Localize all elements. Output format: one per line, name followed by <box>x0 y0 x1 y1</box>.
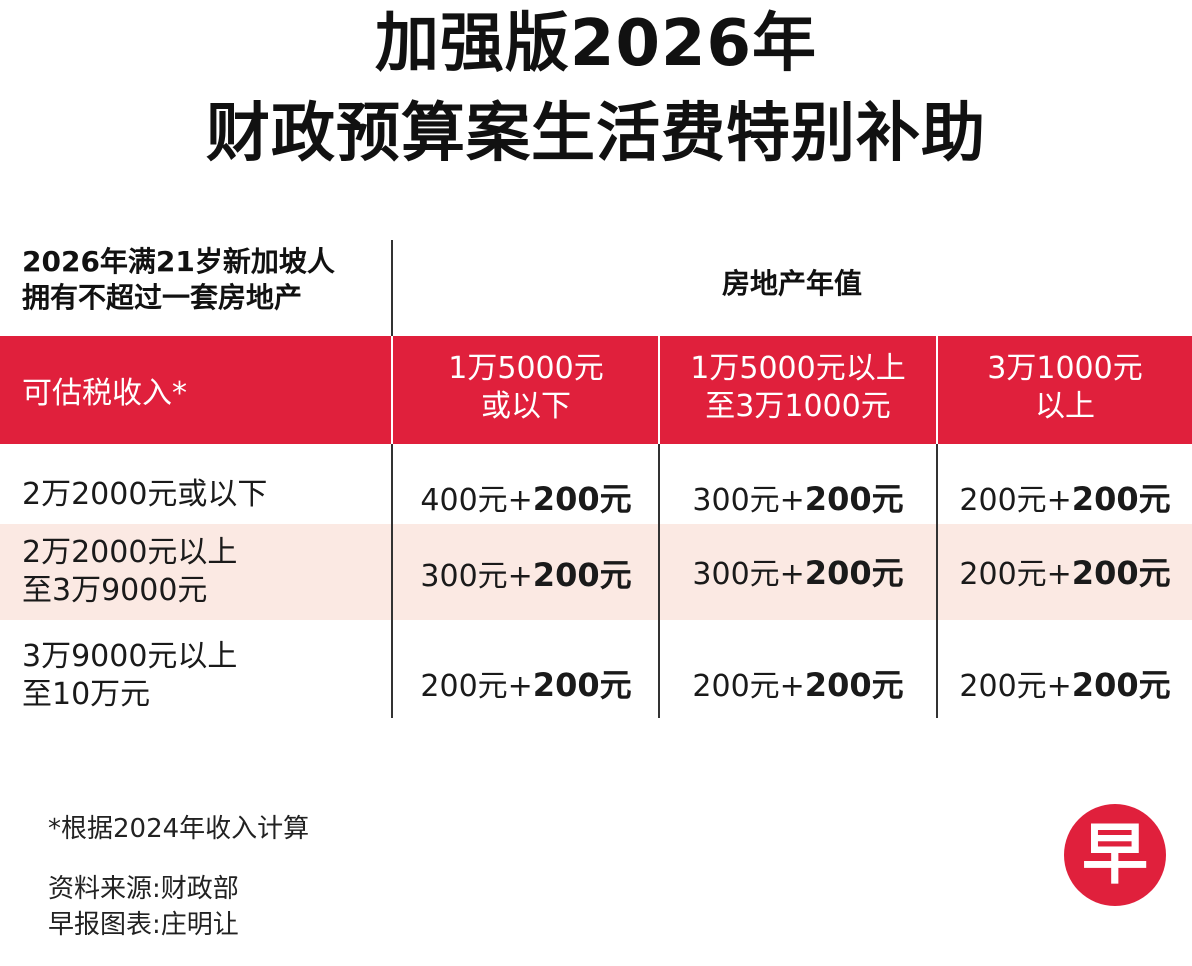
row-2-label-line-1: 2万2000元以上 <box>22 535 238 570</box>
row-1-cell-1: 400元+200元 <box>394 474 658 520</box>
divider-band-1 <box>391 336 393 444</box>
page-title: 加强版2026年 <box>374 7 818 81</box>
column-header-3: 3万1000元 以上 <box>938 350 1192 426</box>
subsidy-table: 2026年满21岁新加坡人 拥有不超过一套房地产 房地产年值 可估税收入* 1万… <box>0 232 1192 718</box>
row-1-cell-2-bonus: 200元 <box>804 480 904 518</box>
row-1-cell-3-bonus: 200元 <box>1071 480 1171 518</box>
row-2-cell-2: 300元+200元 <box>660 548 936 594</box>
row-3-cell-2: 200元+200元 <box>660 660 936 706</box>
row-3-label-line-2: 至10万元 <box>22 677 151 712</box>
eligibility-header: 2026年满21岁新加坡人 拥有不超过一套房地产 <box>22 244 382 316</box>
column-header-1-line-1: 1万5000元 <box>448 351 604 386</box>
row-3-label-line-1: 3万9000元以上 <box>22 639 238 674</box>
source-note: 资料来源:财政部 <box>48 874 239 904</box>
column-header-2-line-2: 至3万1000元 <box>705 389 891 424</box>
credit-note: 早报图表:庄明让 <box>48 910 239 940</box>
divider-body-2 <box>658 444 660 718</box>
row-2-label: 2万2000元以上 至3万9000元 <box>22 534 237 610</box>
column-header-1: 1万5000元 或以下 <box>394 350 658 426</box>
row-2-cell-2-base: 300元+ <box>692 557 805 592</box>
row-2-cell-3-base: 200元+ <box>959 557 1072 592</box>
column-header-3-line-2: 以上 <box>1035 389 1095 424</box>
row-2-label-line-2: 至3万9000元 <box>22 573 208 608</box>
row-1-cell-1-bonus: 200元 <box>532 480 632 518</box>
row-1-label-line-1: 2万2000元或以下 <box>22 477 268 512</box>
property-value-header: 房地产年值 <box>721 267 862 300</box>
zaobao-logo: 早 <box>1064 804 1166 906</box>
row-1-cell-3-base: 200元+ <box>959 483 1072 518</box>
divider-band-2 <box>658 336 660 444</box>
column-header-2: 1万5000元以上 至3万1000元 <box>660 350 936 426</box>
row-1-label: 2万2000元或以下 <box>22 476 267 514</box>
assessable-income-label: 可估税收入* <box>22 376 187 411</box>
row-2-cell-2-bonus: 200元 <box>804 554 904 592</box>
column-header-2-line-1: 1万5000元以上 <box>690 351 906 386</box>
divider-body-1 <box>391 444 393 718</box>
highlighted-row-background <box>0 524 1192 620</box>
row-3-cell-1-bonus: 200元 <box>532 666 632 704</box>
row-2-cell-1: 300元+200元 <box>394 550 658 596</box>
column-header-1-line-2: 或以下 <box>481 389 571 424</box>
divider-band-3 <box>936 336 938 444</box>
row-1-cell-1-base: 400元+ <box>420 483 533 518</box>
row-2-cell-3-bonus: 200元 <box>1071 554 1171 592</box>
page-subtitle: 财政预算案生活费特别补助 <box>206 97 986 171</box>
column-header-3-line-1: 3万1000元 <box>987 351 1143 386</box>
row-3-cell-2-base: 200元+ <box>692 669 805 704</box>
row-3-cell-3: 200元+200元 <box>938 660 1192 706</box>
row-3-label: 3万9000元以上 至10万元 <box>22 638 237 714</box>
row-2-cell-1-base: 300元+ <box>420 559 533 594</box>
divider-body-3 <box>936 444 938 718</box>
footnote: *根据2024年收入计算 <box>48 814 310 844</box>
row-3-cell-3-bonus: 200元 <box>1071 666 1171 704</box>
row-2-cell-3: 200元+200元 <box>938 548 1192 594</box>
row-1-cell-3: 200元+200元 <box>938 474 1192 520</box>
row-3-cell-1-base: 200元+ <box>420 669 533 704</box>
row-1-cell-2: 300元+200元 <box>660 474 936 520</box>
eligibility-header-line-2: 拥有不超过一套房地产 <box>22 281 303 314</box>
row-3-cell-1: 200元+200元 <box>394 660 658 706</box>
row-3-cell-3-base: 200元+ <box>959 669 1072 704</box>
row-1-cell-2-base: 300元+ <box>692 483 805 518</box>
column-header-band <box>0 336 1192 444</box>
eligibility-header-line-1: 2026年满21岁新加坡人 <box>22 245 335 278</box>
row-2-cell-1-bonus: 200元 <box>532 556 632 594</box>
divider-header <box>391 240 393 336</box>
row-3-cell-2-bonus: 200元 <box>804 666 904 704</box>
